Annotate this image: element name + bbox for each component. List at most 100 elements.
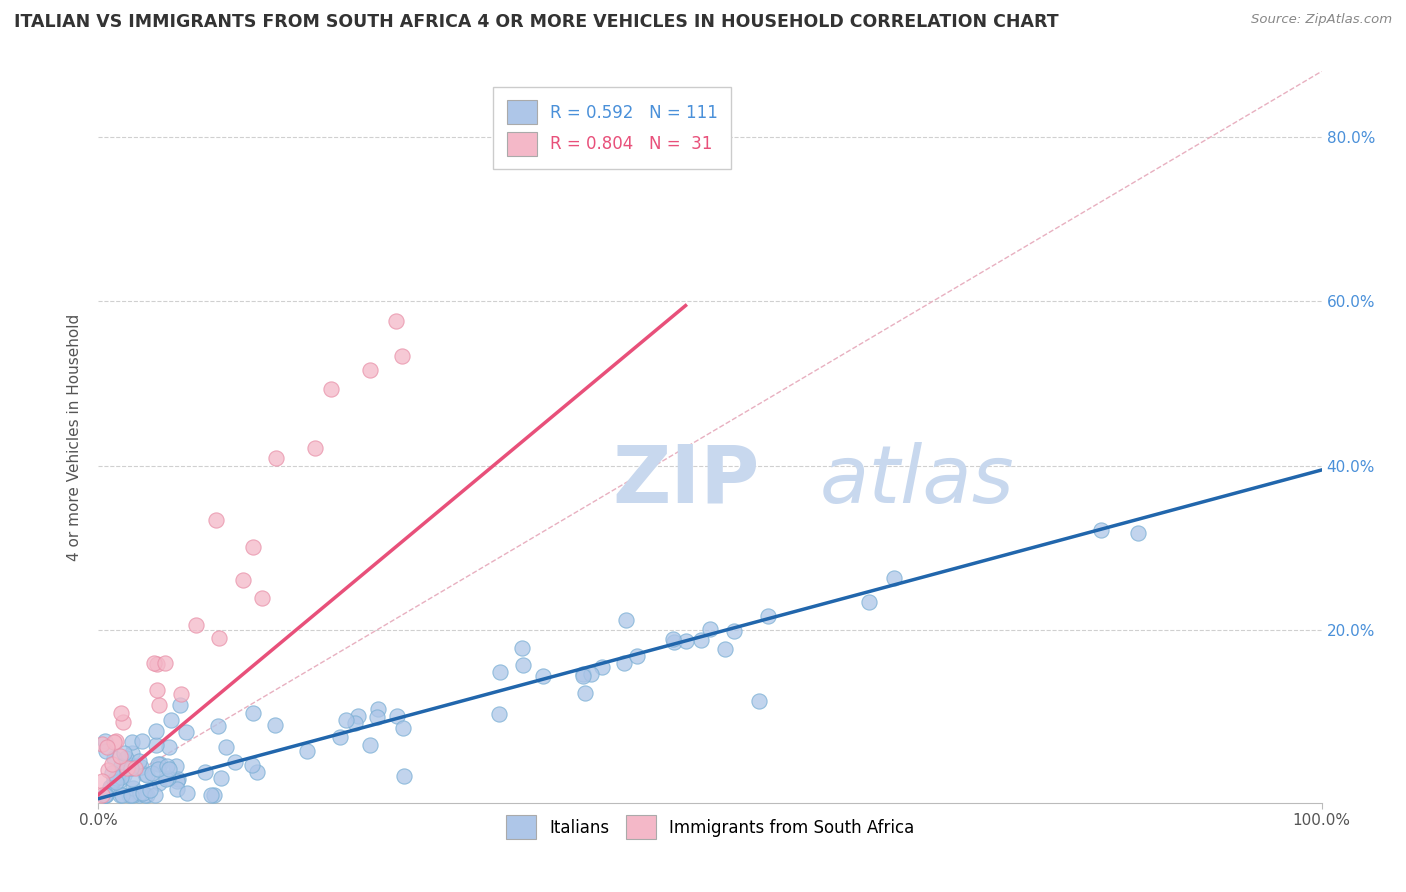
Point — [756, 609, 779, 624]
Point — [208, 631, 231, 645]
Point — [215, 739, 238, 754]
Point — [120, 788, 142, 802]
Point — [153, 656, 176, 670]
Point — [148, 698, 170, 713]
Point — [134, 788, 156, 802]
Point — [359, 362, 381, 376]
Point — [343, 716, 366, 731]
Point — [139, 783, 162, 797]
Point — [335, 713, 357, 727]
Point — [157, 739, 180, 754]
Point — [211, 771, 233, 785]
Point — [121, 735, 143, 749]
Point — [166, 773, 188, 788]
Point — [135, 768, 157, 782]
Point — [571, 669, 593, 683]
Point — [132, 786, 155, 800]
Point — [392, 769, 415, 783]
Point — [105, 771, 128, 785]
Point — [690, 633, 713, 648]
Point — [128, 788, 150, 802]
Point — [613, 656, 636, 670]
Point — [156, 759, 179, 773]
Point — [155, 772, 177, 786]
Point — [118, 788, 141, 802]
Point — [224, 755, 246, 769]
Point — [387, 709, 409, 723]
Point — [108, 749, 131, 764]
Point — [359, 739, 381, 753]
Point — [129, 787, 152, 801]
Point — [572, 666, 595, 681]
Text: Source: ZipAtlas.com: Source: ZipAtlas.com — [1251, 13, 1392, 27]
Point — [579, 667, 602, 681]
Point — [104, 775, 127, 789]
Point — [148, 762, 170, 776]
Point — [194, 764, 217, 779]
Point — [714, 641, 737, 656]
Point — [748, 694, 770, 708]
Point — [207, 719, 229, 733]
Point — [391, 349, 413, 363]
Point — [104, 733, 127, 747]
Point — [142, 656, 165, 670]
Point — [96, 740, 118, 755]
Point — [174, 724, 197, 739]
Point — [148, 776, 170, 790]
Point — [170, 687, 193, 701]
Point — [146, 657, 169, 672]
Point — [488, 707, 510, 722]
Point — [266, 450, 288, 465]
Point — [160, 714, 183, 728]
Point — [100, 756, 122, 771]
Point — [1128, 526, 1150, 541]
Point — [94, 788, 117, 802]
Point — [512, 640, 534, 655]
Point — [240, 757, 263, 772]
Point — [124, 761, 146, 775]
Point — [112, 746, 135, 760]
Point — [108, 788, 131, 802]
Point — [512, 657, 534, 672]
Point — [489, 665, 512, 679]
Y-axis label: 4 or more Vehicles in Household: 4 or more Vehicles in Household — [67, 313, 83, 561]
Point — [115, 761, 138, 775]
Point — [304, 441, 326, 455]
Text: atlas: atlas — [820, 442, 1015, 520]
Point — [93, 788, 115, 802]
Point — [662, 632, 685, 646]
Point — [392, 721, 415, 735]
Point — [111, 715, 134, 730]
Point — [675, 634, 697, 648]
Point — [122, 758, 145, 772]
Point — [664, 634, 686, 648]
Point — [614, 613, 637, 627]
Point — [321, 383, 343, 397]
Point — [120, 761, 142, 775]
Point — [699, 623, 721, 637]
Point — [91, 774, 114, 789]
Point — [176, 786, 198, 800]
Point — [122, 788, 145, 802]
Point — [110, 770, 132, 784]
Point — [591, 659, 613, 673]
Point — [186, 618, 208, 632]
Point — [626, 648, 648, 663]
Point — [103, 751, 125, 765]
Point — [128, 755, 150, 769]
Point — [100, 780, 122, 795]
Point — [134, 767, 156, 781]
Point — [93, 788, 115, 802]
Point — [200, 788, 222, 802]
Point — [111, 788, 134, 802]
Point — [110, 759, 132, 773]
Point — [883, 571, 905, 585]
Point — [97, 763, 120, 777]
Point — [136, 788, 159, 802]
Point — [205, 512, 228, 526]
Point — [329, 730, 352, 744]
Point — [96, 744, 118, 758]
Point — [250, 591, 273, 605]
Point — [112, 767, 135, 781]
Point — [385, 314, 408, 328]
